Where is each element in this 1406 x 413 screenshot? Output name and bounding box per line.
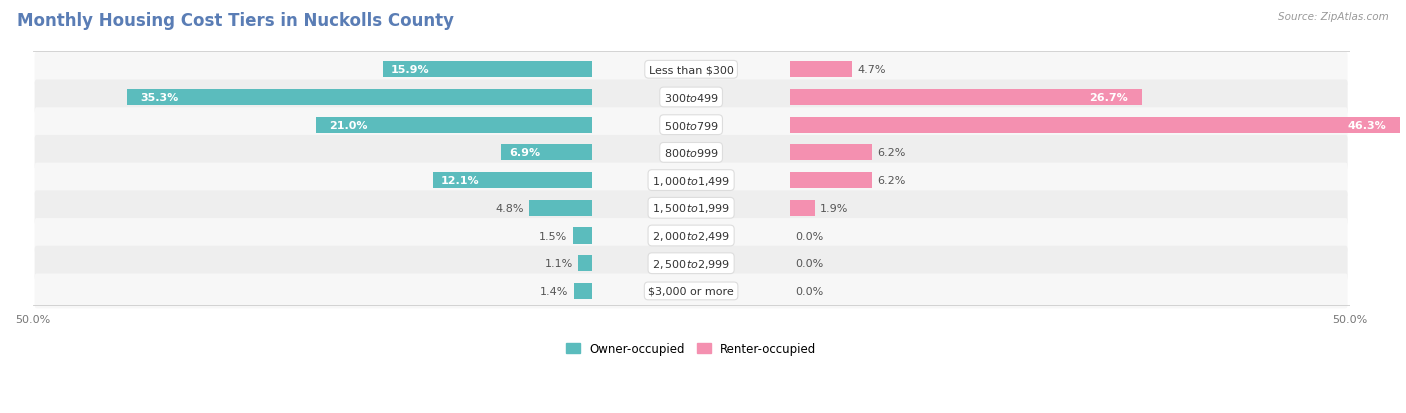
- Text: $1,500 to $1,999: $1,500 to $1,999: [652, 202, 730, 215]
- Bar: [316, 117, 592, 133]
- Text: 26.7%: 26.7%: [1090, 93, 1129, 103]
- Text: $2,000 to $2,499: $2,000 to $2,499: [652, 230, 730, 242]
- FancyBboxPatch shape: [35, 218, 1347, 253]
- Bar: [790, 62, 852, 78]
- Text: Less than $300: Less than $300: [648, 65, 734, 75]
- FancyBboxPatch shape: [35, 135, 1347, 171]
- Text: 12.1%: 12.1%: [441, 176, 479, 186]
- Text: 46.3%: 46.3%: [1348, 121, 1386, 131]
- Text: $800 to $999: $800 to $999: [664, 147, 718, 159]
- Bar: [572, 228, 592, 244]
- FancyBboxPatch shape: [35, 191, 1347, 226]
- Text: 6.2%: 6.2%: [877, 176, 905, 186]
- Text: 6.9%: 6.9%: [509, 148, 540, 158]
- Text: $500 to $799: $500 to $799: [664, 119, 718, 131]
- Bar: [790, 90, 1142, 106]
- Text: 1.9%: 1.9%: [820, 203, 849, 213]
- Bar: [529, 200, 592, 216]
- Text: 1.5%: 1.5%: [538, 231, 567, 241]
- FancyBboxPatch shape: [35, 274, 1347, 309]
- Bar: [433, 173, 592, 189]
- Text: 0.0%: 0.0%: [796, 231, 824, 241]
- Bar: [382, 62, 592, 78]
- Text: 4.8%: 4.8%: [495, 203, 524, 213]
- Text: $300 to $499: $300 to $499: [664, 92, 718, 104]
- Text: 21.0%: 21.0%: [329, 121, 367, 131]
- Text: 4.7%: 4.7%: [858, 65, 886, 75]
- FancyBboxPatch shape: [35, 80, 1347, 115]
- Bar: [790, 200, 815, 216]
- Text: Source: ZipAtlas.com: Source: ZipAtlas.com: [1278, 12, 1389, 22]
- Legend: Owner-occupied, Renter-occupied: Owner-occupied, Renter-occupied: [561, 337, 821, 360]
- FancyBboxPatch shape: [35, 108, 1347, 143]
- FancyBboxPatch shape: [35, 53, 1347, 88]
- Text: $2,500 to $2,999: $2,500 to $2,999: [652, 257, 730, 270]
- Bar: [502, 145, 592, 161]
- Text: 1.4%: 1.4%: [540, 286, 568, 296]
- Bar: [790, 173, 872, 189]
- Text: 35.3%: 35.3%: [141, 93, 179, 103]
- Text: 15.9%: 15.9%: [391, 65, 429, 75]
- Bar: [790, 117, 1399, 133]
- Bar: [578, 256, 592, 272]
- Text: $3,000 or more: $3,000 or more: [648, 286, 734, 296]
- Text: 6.2%: 6.2%: [877, 148, 905, 158]
- Text: 1.1%: 1.1%: [544, 259, 572, 268]
- Text: 0.0%: 0.0%: [796, 286, 824, 296]
- Text: Monthly Housing Cost Tiers in Nuckolls County: Monthly Housing Cost Tiers in Nuckolls C…: [17, 12, 454, 30]
- Text: 0.0%: 0.0%: [796, 259, 824, 268]
- Text: $1,000 to $1,499: $1,000 to $1,499: [652, 174, 730, 187]
- Bar: [128, 90, 592, 106]
- FancyBboxPatch shape: [35, 246, 1347, 281]
- FancyBboxPatch shape: [35, 163, 1347, 198]
- Bar: [574, 283, 592, 299]
- Bar: [790, 145, 872, 161]
